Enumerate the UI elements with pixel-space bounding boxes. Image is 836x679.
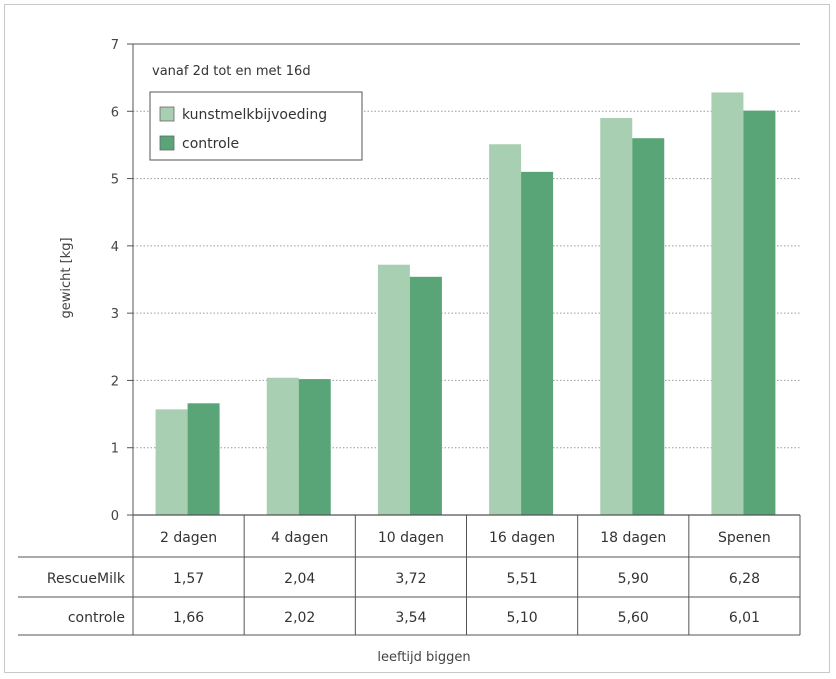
legend-swatch-kunstmelkbijvoeding xyxy=(159,106,175,122)
figure-frame xyxy=(4,4,830,673)
x-category-label: Spenen xyxy=(718,530,771,546)
y-axis-title: gewicht [kg] xyxy=(59,237,74,318)
y-tick-label: 4 xyxy=(111,240,119,255)
bar-rescuemilk-5 xyxy=(600,118,633,515)
x-category-label: 4 dagen xyxy=(271,530,328,546)
y-tick-label: 1 xyxy=(111,442,119,457)
x-axis-title: leeftijd biggen xyxy=(377,650,470,665)
bar-rescuemilk-2 xyxy=(266,377,299,515)
table-cell-value: 1,57 xyxy=(173,571,204,587)
table-row-label: RescueMilk xyxy=(47,571,126,587)
bar-rescuemilk-3 xyxy=(377,264,410,515)
legend-label-kunstmelkbijvoeding: kunstmelkbijvoeding xyxy=(182,107,327,123)
legend: kunstmelkbijvoeding controle xyxy=(149,91,363,161)
legend-label-controle: controle xyxy=(182,136,239,152)
table-cell-value: 6,28 xyxy=(729,571,760,587)
y-tick-label: 2 xyxy=(111,374,119,389)
bar-controle-4 xyxy=(521,171,554,516)
y-tick-label: 6 xyxy=(111,105,119,120)
y-tick-label: 7 xyxy=(111,38,119,53)
y-tick-label: 0 xyxy=(111,509,119,524)
bar-rescuemilk-1 xyxy=(155,409,188,515)
table-cell-value: 2,02 xyxy=(284,610,315,626)
table-cell-value: 5,90 xyxy=(618,571,649,587)
table-cell-value: 3,72 xyxy=(395,571,426,587)
data-table: 2 dagen 4 dagen 10 dagen 16 dagen 18 dagen Sp… xyxy=(18,514,801,636)
chart-annotation: vanaf 2d tot en met 16d xyxy=(152,64,311,79)
x-category-label: 10 dagen xyxy=(378,530,444,546)
bar-controle-1 xyxy=(187,403,220,515)
table-cell-value: 5,60 xyxy=(618,610,649,626)
bar-rescuemilk-4 xyxy=(489,144,522,515)
x-category-label: 16 dagen xyxy=(489,530,555,546)
y-tick-label: 3 xyxy=(111,307,119,322)
table-cell-value: 5,10 xyxy=(506,610,537,626)
y-tick-label: 5 xyxy=(111,173,119,188)
table-cell-value: 2,04 xyxy=(284,571,315,587)
x-category-label: 18 dagen xyxy=(600,530,666,546)
bar-controle-2 xyxy=(298,379,331,515)
table-cell-value: 3,54 xyxy=(395,610,426,626)
bar-controle-5 xyxy=(632,138,665,515)
bar-controle-3 xyxy=(409,276,442,515)
legend-box xyxy=(149,91,363,161)
table-row-label: controle xyxy=(68,610,125,626)
x-category-label: 2 dagen xyxy=(160,530,217,546)
table-cell-value: 6,01 xyxy=(729,610,760,626)
bars xyxy=(155,92,776,516)
bar-controle-6 xyxy=(743,110,776,515)
bar-rescuemilk-6 xyxy=(711,92,744,516)
legend-swatch-controle xyxy=(159,135,175,151)
y-axis: 0 1 2 3 4 5 6 7 xyxy=(111,38,800,524)
table-cell-value: 5,51 xyxy=(506,571,537,587)
table-cell-value: 1,66 xyxy=(173,610,204,626)
